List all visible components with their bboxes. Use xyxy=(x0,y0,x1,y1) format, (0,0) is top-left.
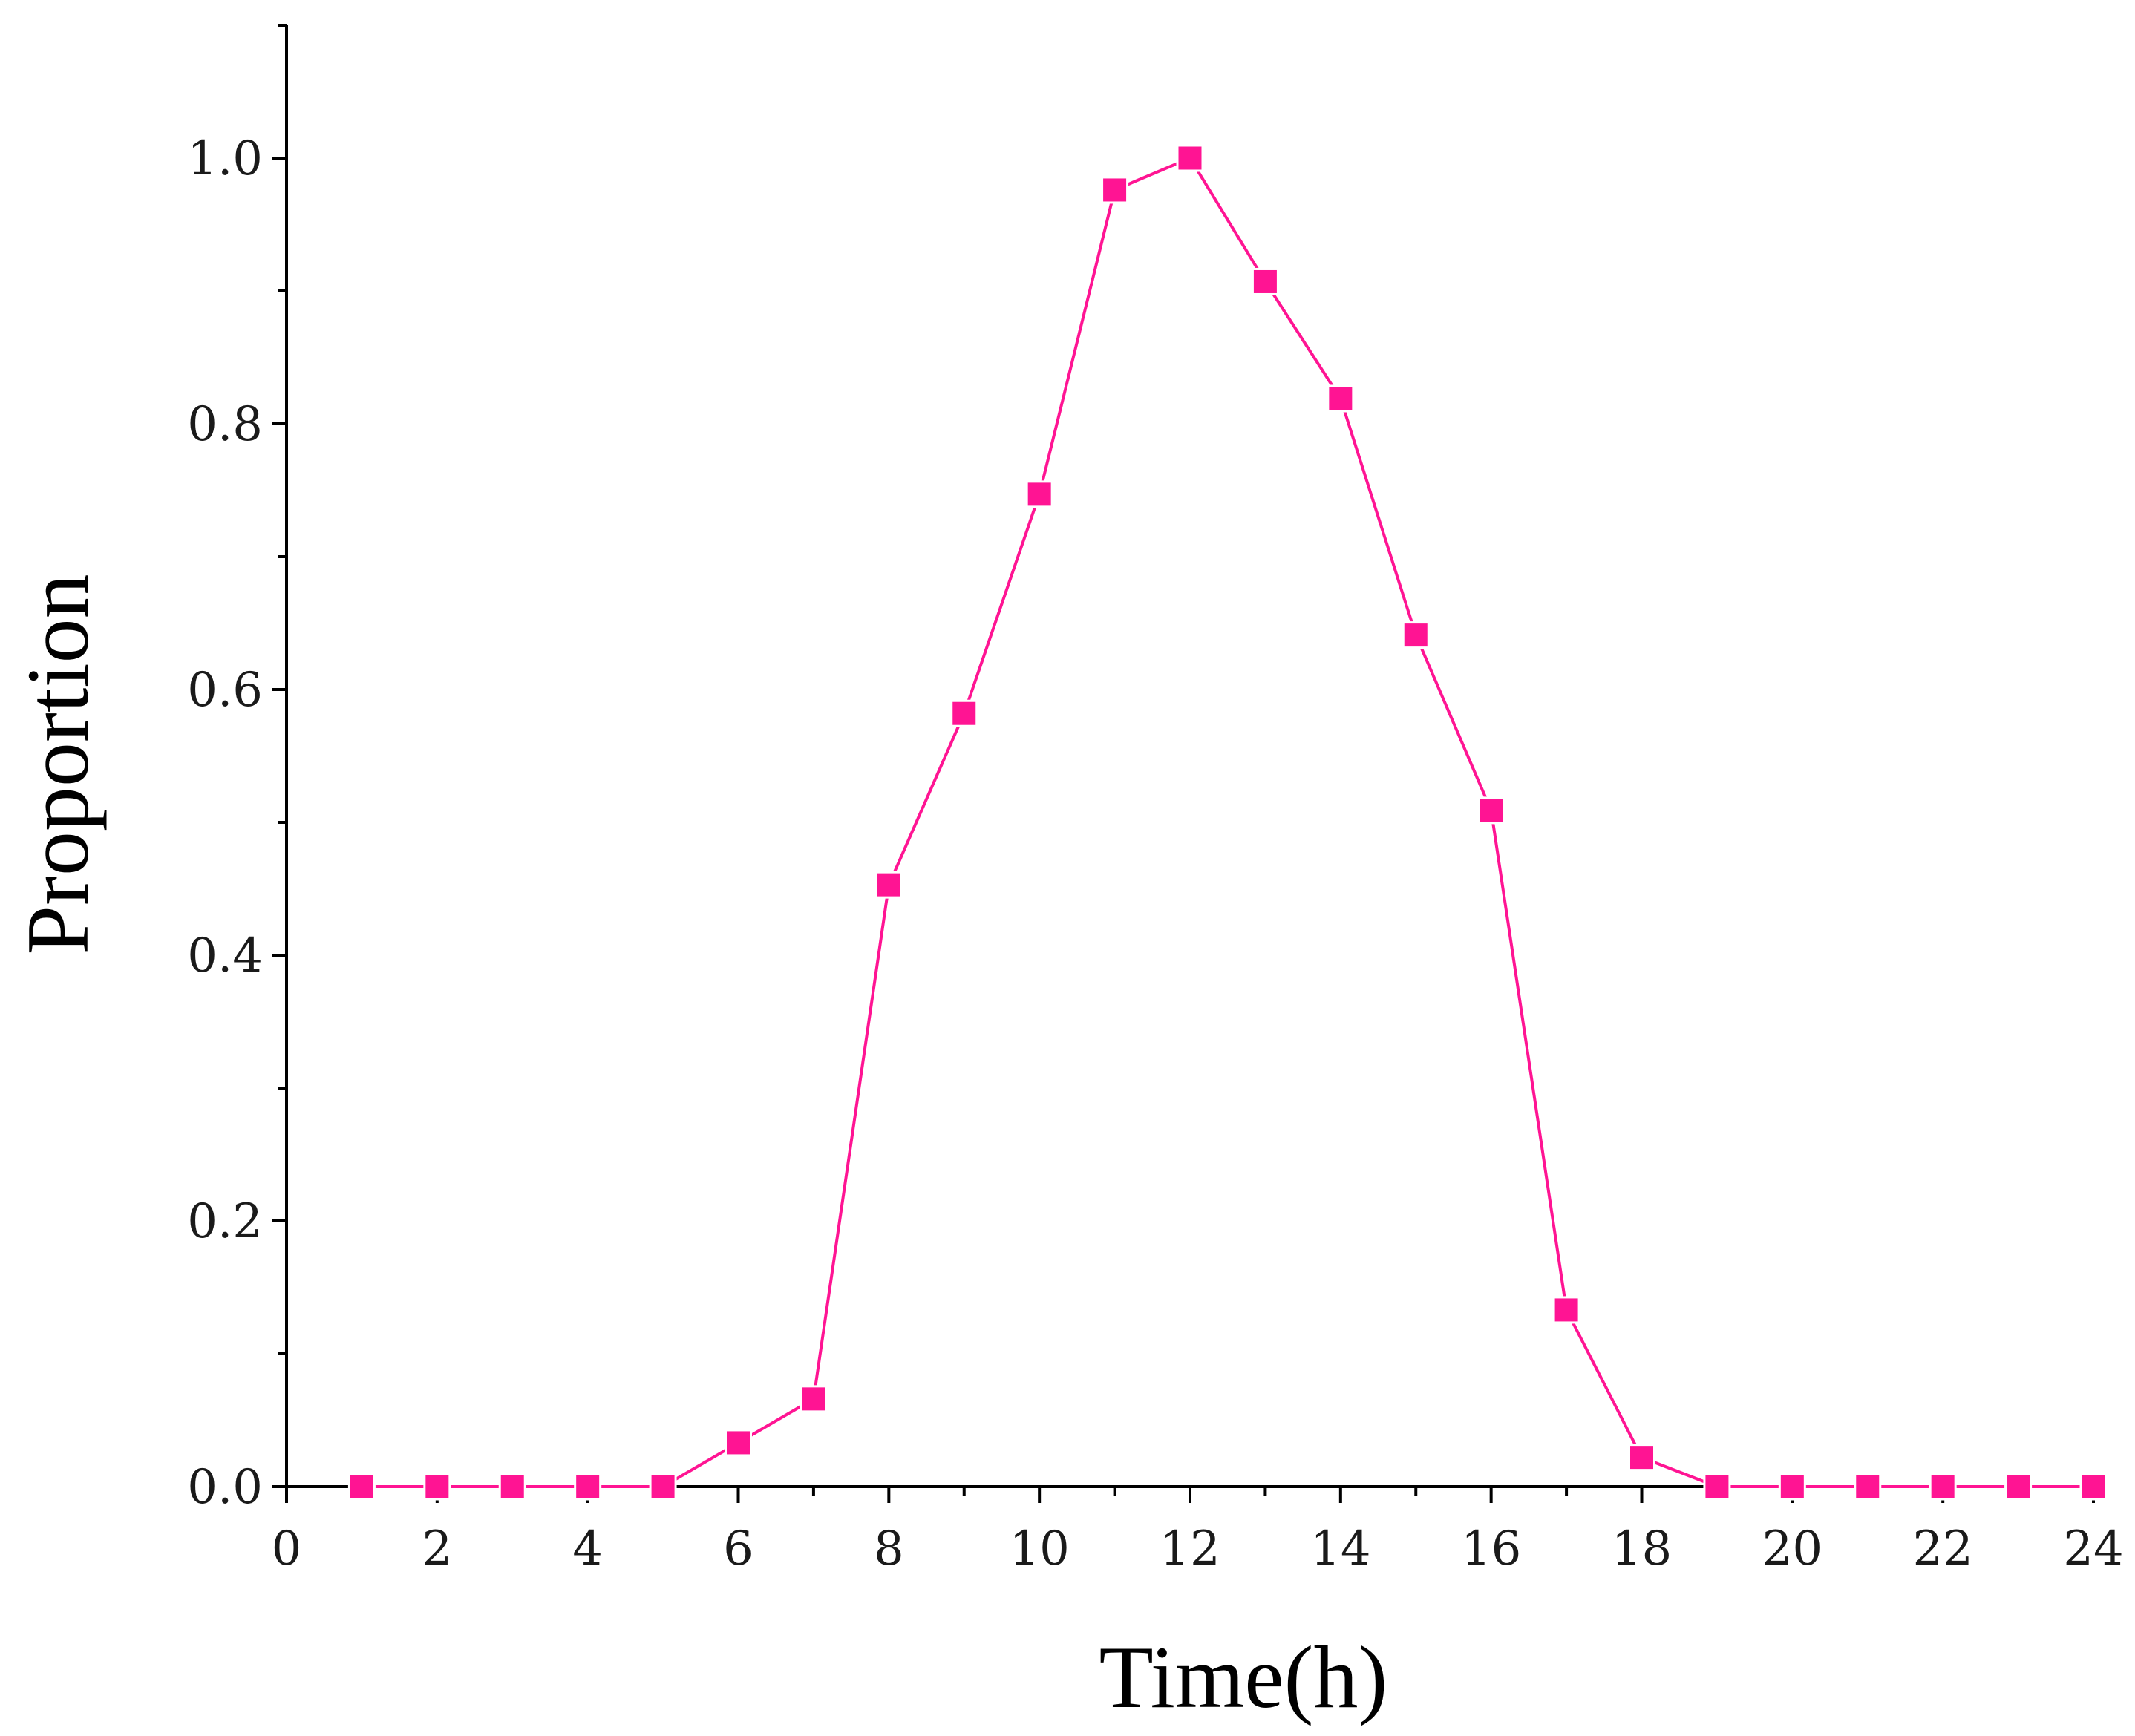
x-tick-label: 16 xyxy=(1461,1522,1521,1576)
data-point-marker xyxy=(574,1473,602,1501)
data-point-marker xyxy=(1101,176,1129,204)
x-tick-label: 10 xyxy=(1009,1522,1069,1576)
data-point-marker xyxy=(1628,1444,1655,1472)
data-point-marker xyxy=(347,1473,376,1501)
data-point-marker xyxy=(1477,796,1505,825)
data-point-marker xyxy=(800,1385,828,1413)
y-tick-label: 1.0 xyxy=(187,131,263,186)
y-tick-label: 0.4 xyxy=(187,928,263,983)
data-point-marker xyxy=(1327,384,1355,413)
data-point-marker xyxy=(1703,1473,1731,1501)
data-point-marker xyxy=(1929,1473,1957,1501)
series-line xyxy=(362,156,2093,1488)
y-tick-label: 0.2 xyxy=(187,1194,263,1249)
x-axis-title: Time(h) xyxy=(1099,1628,1388,1726)
y-axis-title: Proportion xyxy=(8,574,107,954)
x-tick-label: 18 xyxy=(1612,1522,1672,1576)
x-tick-label: 22 xyxy=(1912,1522,1972,1576)
x-tick-label: 8 xyxy=(874,1522,904,1576)
data-point-marker xyxy=(1552,1296,1580,1324)
data-point-marker xyxy=(2004,1473,2033,1501)
data-point-marker xyxy=(725,1429,752,1457)
data-point-marker xyxy=(1025,480,1053,508)
data-point-marker xyxy=(1402,621,1430,649)
x-tick-label: 0 xyxy=(272,1522,302,1576)
y-tick-label: 0.0 xyxy=(187,1460,263,1515)
data-point-marker xyxy=(1778,1473,1806,1501)
x-axis-ticks: 0 2 4 6 8 10 12 14 16 18 20 22 24 xyxy=(272,1487,2124,1576)
x-tick-label: 14 xyxy=(1310,1522,1370,1576)
data-point-marker xyxy=(1854,1473,1882,1501)
x-tick-label: 6 xyxy=(723,1522,753,1576)
data-point-marker xyxy=(2079,1473,2108,1501)
y-axis-ticks: 0.0 0.2 0.4 0.6 0.8 1.0 xyxy=(187,24,287,1515)
data-point-marker xyxy=(874,871,903,899)
data-point-marker xyxy=(1251,267,1279,295)
data-point-marker xyxy=(950,699,978,727)
x-tick-label: 2 xyxy=(422,1522,452,1576)
x-tick-label: 4 xyxy=(572,1522,603,1576)
data-point-marker xyxy=(498,1473,526,1501)
data-point-marker xyxy=(1176,144,1204,172)
y-tick-label: 0.6 xyxy=(187,663,263,718)
x-tick-label: 12 xyxy=(1160,1522,1220,1576)
series-layer xyxy=(347,144,2108,1501)
x-tick-label: 20 xyxy=(1762,1522,1822,1576)
axes xyxy=(285,25,2093,1488)
data-point-marker xyxy=(423,1473,451,1501)
data-point-marker xyxy=(649,1473,677,1501)
y-tick-label: 0.8 xyxy=(187,397,263,452)
x-tick-label: 24 xyxy=(2063,1522,2123,1576)
